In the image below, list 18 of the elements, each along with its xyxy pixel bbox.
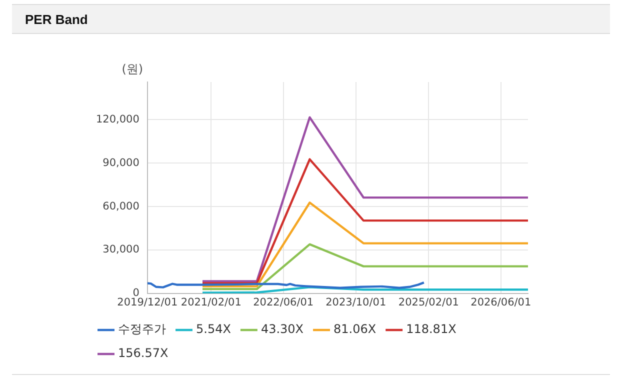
legend-label: 118.81X: [406, 322, 456, 336]
x-tick-label: 2025/02/01: [398, 296, 459, 308]
y-tick-label: 120,000: [96, 113, 140, 126]
legend-label: 43.30X: [260, 322, 304, 336]
legend-label: 수정주가: [118, 322, 166, 336]
y-tick-label: 60,000: [102, 200, 140, 212]
y-tick-label: 30,000: [102, 244, 140, 256]
x-tick-label: 2022/06/01: [253, 296, 314, 308]
legend-label: 81.06X: [334, 322, 376, 336]
legend-label: 156.57X: [118, 346, 168, 360]
x-tick-label: 2021/02/01: [180, 296, 242, 308]
chart-title: PER Band: [25, 12, 88, 27]
legend-label: 5.54X: [196, 322, 231, 336]
y-axis-title: (원): [122, 62, 144, 76]
y-tick-label: 90,000: [102, 156, 140, 169]
x-tick-label: 2019/12/01: [117, 296, 178, 308]
x-tick-label: 2023/10/01: [326, 296, 386, 308]
x-tick-label: 2026/06/01: [470, 296, 532, 308]
